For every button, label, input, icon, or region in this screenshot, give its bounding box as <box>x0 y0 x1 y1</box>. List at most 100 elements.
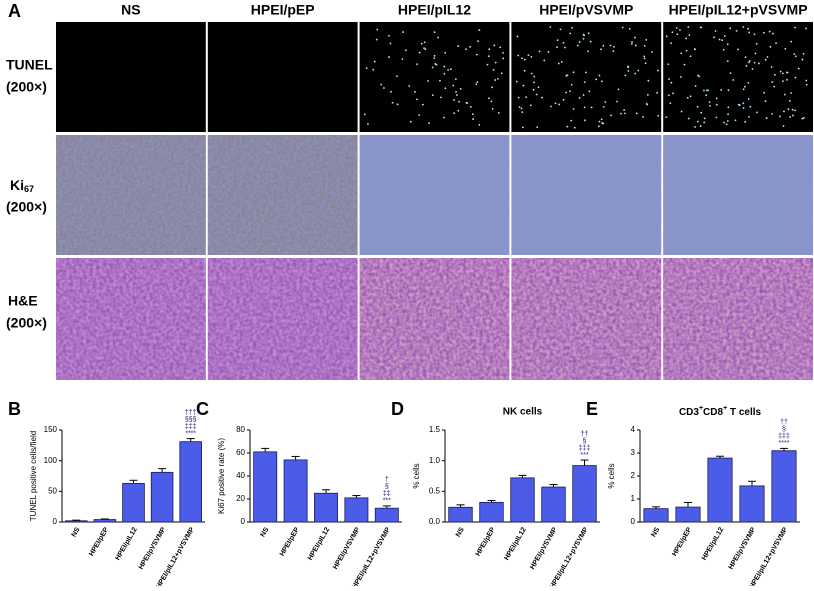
tunel-dot <box>541 96 544 99</box>
tunel-dot <box>576 44 579 47</box>
y-tick-label: 0.0 <box>429 517 441 526</box>
tunel-dot <box>768 30 771 33</box>
tunel-dot <box>726 43 729 46</box>
x-tick-label: HPEI/pVSVMP <box>728 526 758 571</box>
x-tick-label: HPEI/pIL12 <box>114 526 138 561</box>
tunel-dot <box>616 100 618 103</box>
panel-letter: E <box>586 399 598 419</box>
he-texture <box>663 258 813 380</box>
tunel-dot <box>748 115 750 118</box>
tunel-dot <box>694 85 697 87</box>
tunel-dot <box>597 125 600 128</box>
tunel-dot <box>667 63 670 66</box>
tunel-dot <box>587 50 590 53</box>
x-tick-label: NS <box>650 526 661 538</box>
y-tick-label: 0 <box>631 517 636 526</box>
tunel-dot <box>583 119 586 122</box>
significance-marker: † <box>385 477 389 484</box>
x-tick-label: HPEI/pIL12 <box>307 526 331 561</box>
tunel-dot <box>444 87 447 90</box>
tunel-dot <box>376 28 379 31</box>
tunel-dot <box>600 48 602 51</box>
tunel-dot <box>523 69 526 72</box>
tunel-dot <box>751 68 754 70</box>
tunel-dot <box>613 45 615 48</box>
tunel-dot <box>744 56 747 59</box>
tunel-dot <box>562 98 565 101</box>
tunel-dot <box>402 31 404 33</box>
tunel-dot <box>516 35 519 38</box>
tunel-dot <box>569 90 571 93</box>
tunel-dot <box>694 48 696 50</box>
x-tick-label: HPEI/pIL12 <box>503 526 527 561</box>
tunel-dot <box>521 111 524 114</box>
tunel-dot <box>423 47 425 50</box>
bar <box>739 485 765 523</box>
tunel-dot <box>683 63 686 66</box>
bar <box>283 459 308 523</box>
tunel-dot <box>522 84 525 87</box>
row-label-subscript: 67 <box>24 184 34 194</box>
y-tick-label: 50 <box>48 486 57 495</box>
y-tick-label: 0 <box>241 517 246 526</box>
y-tick-label: 2 <box>631 471 636 480</box>
tunel-dot <box>388 34 390 37</box>
significance-marker: *** <box>580 452 588 459</box>
tunel-dot <box>621 26 624 29</box>
row-label: (200×) <box>6 315 47 331</box>
tunel-dot <box>408 84 411 87</box>
tunel-dot <box>715 103 718 106</box>
tunel-dot <box>694 126 696 128</box>
tunel-dot <box>590 106 593 109</box>
tunel-dot <box>431 66 434 69</box>
tunel-dot <box>533 75 536 78</box>
tunel-dot <box>656 91 659 94</box>
tunel-dot <box>749 105 752 108</box>
tunel-dot <box>770 66 773 68</box>
tunel-dot <box>472 118 475 120</box>
tunel-dot <box>647 79 650 82</box>
tunel-dot <box>644 62 647 65</box>
y-tick-label: 60 <box>236 448 245 457</box>
y-tick-label: 150 <box>44 425 58 434</box>
x-tick-label: NS <box>71 526 82 538</box>
tunel-dot <box>455 91 457 93</box>
he-texture <box>359 258 510 380</box>
tunel-dot <box>782 80 784 82</box>
tunel-dot <box>773 73 776 76</box>
tunel-dot <box>517 54 520 57</box>
tunel-dot <box>424 48 427 51</box>
tunel-dot <box>700 111 703 114</box>
tunel-dot <box>624 74 627 77</box>
he-texture <box>56 258 206 380</box>
y-tick-label: 80 <box>236 425 245 434</box>
significance-marker: †† <box>780 419 788 426</box>
tunel-dot <box>600 80 603 83</box>
tunel-dot <box>560 61 563 63</box>
ki67-texture <box>56 135 206 255</box>
tunel-dot <box>801 58 804 61</box>
bar <box>122 482 145 523</box>
tunel-dot <box>737 48 739 51</box>
tunel-dot <box>657 69 659 72</box>
tunel-dot <box>525 96 527 99</box>
tunel-dot <box>665 35 668 38</box>
tunel-dot <box>570 119 573 122</box>
micrograph-grid <box>56 22 813 380</box>
tunel-dot <box>729 27 732 30</box>
column-header: NS <box>121 2 140 18</box>
tunel-dot <box>572 108 575 110</box>
tunel-dot <box>721 39 724 42</box>
tunel-dot <box>452 84 455 87</box>
tunel-dot <box>742 88 745 91</box>
column-header: HPEI/pIL12+pVSVMP <box>669 2 808 18</box>
tunel-dot <box>423 41 426 44</box>
tunel-dot <box>490 100 493 103</box>
tunel-dot <box>518 106 521 108</box>
tunel-dot <box>635 112 638 115</box>
tunel-dot <box>449 68 452 71</box>
tunel-dot <box>634 44 637 47</box>
tunel-dot <box>748 31 751 34</box>
tunel-dot <box>709 104 711 107</box>
tunel-dot <box>689 95 692 98</box>
